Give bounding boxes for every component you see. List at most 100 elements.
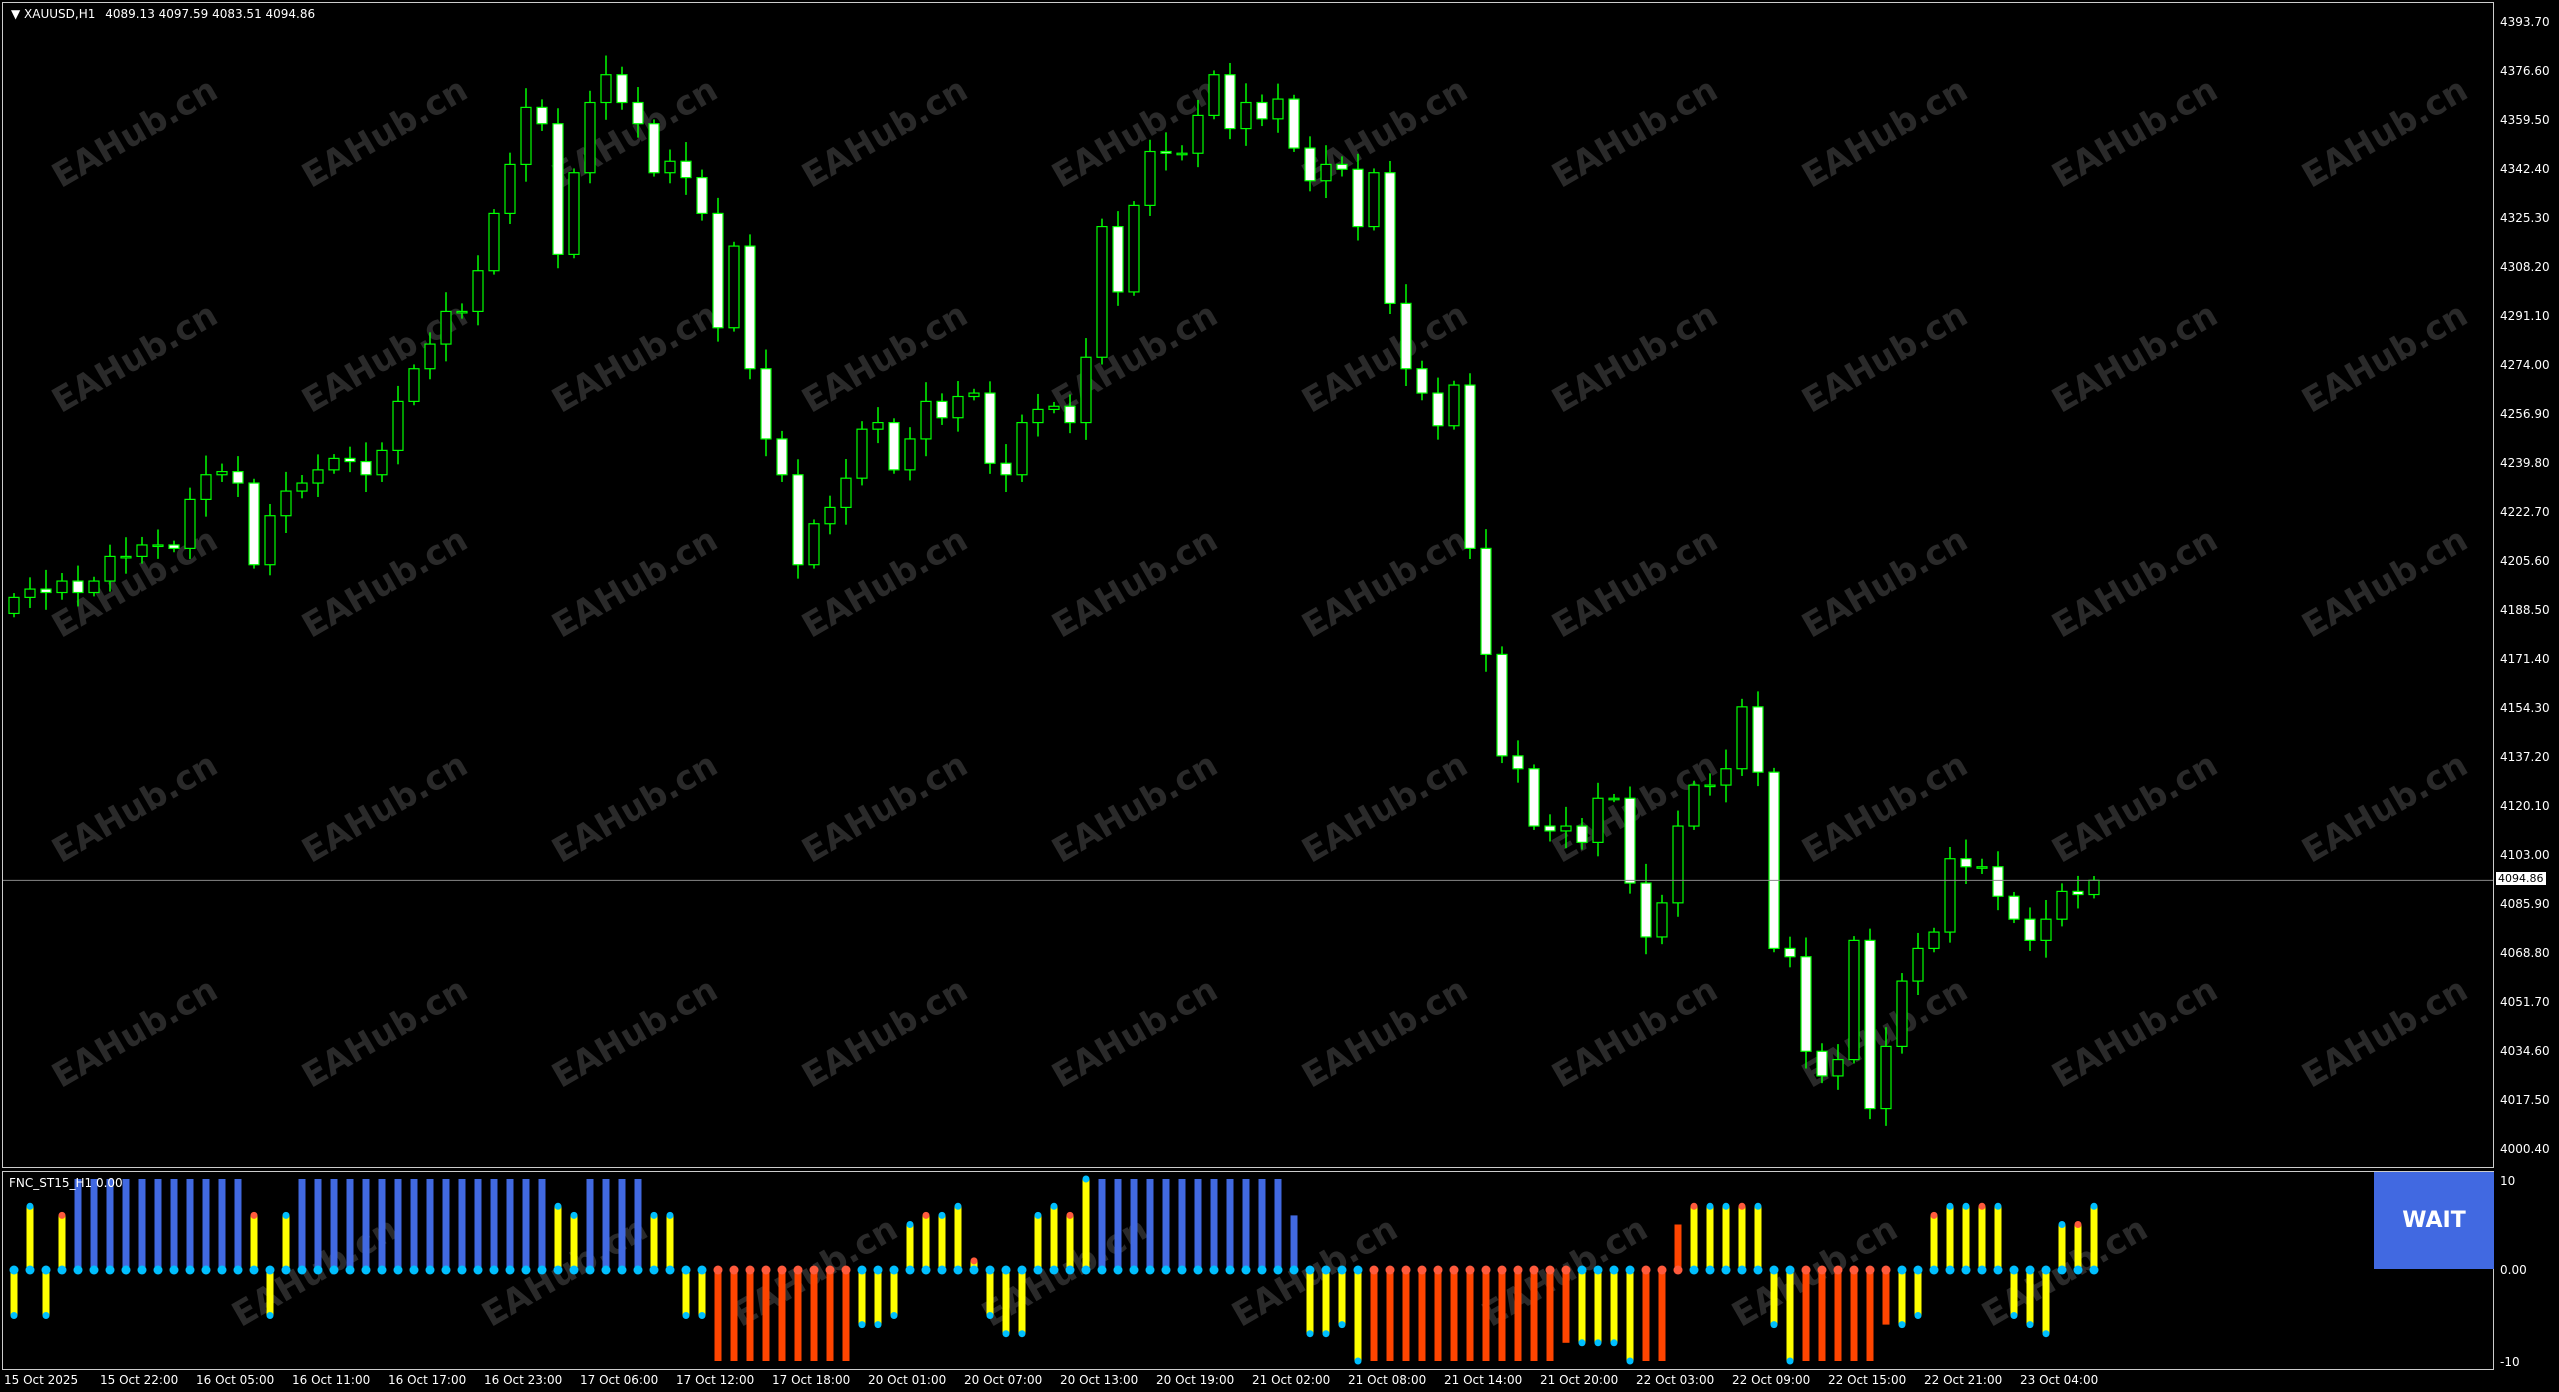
zero-line-dot (1337, 1265, 1347, 1275)
bear-candle (936, 400, 948, 419)
zero-line-dot (1865, 1265, 1875, 1275)
bullish-bar (106, 1179, 114, 1270)
time-tick: 17 Oct 12:00 (676, 1373, 755, 1387)
price-tick: 4239.80 (2500, 456, 2550, 470)
neutral-bar (1946, 1206, 1954, 1270)
bull-candle (1032, 408, 1044, 424)
bearish-bar (1866, 1270, 1874, 1361)
neutral-bar (698, 1270, 706, 1316)
neutral-bar (26, 1206, 34, 1270)
bull-candle (1080, 356, 1092, 424)
bar-end-dot (1898, 1321, 1906, 1329)
bull-candle (328, 457, 340, 471)
neutral-bar (874, 1270, 882, 1325)
zero-line-dot (745, 1265, 755, 1275)
time-tick: 20 Oct 01:00 (868, 1373, 947, 1387)
indicator-panel[interactable]: EAHub.cn EAHub.cn EAHub.cn EAHub.cn EAHub.cn… (2, 1171, 2494, 1370)
bearish-bar (778, 1270, 786, 1361)
zero-line-dot (1657, 1265, 1667, 1275)
bar-end-dot (1722, 1202, 1730, 1210)
zero-line-dot (489, 1265, 499, 1275)
zero-line-dot (1929, 1265, 1939, 1275)
zero-line-dot (825, 1265, 835, 1275)
bullish-bar (602, 1179, 610, 1270)
zero-line-dot (1705, 1265, 1715, 1275)
neutral-bar (650, 1215, 658, 1270)
bar-end-dot (986, 1312, 994, 1319)
neutral-bar (1018, 1270, 1026, 1334)
bar-end-dot (1322, 1330, 1330, 1338)
zero-line-dot (1225, 1265, 1235, 1275)
price-tick: 4188.50 (2500, 603, 2550, 617)
bullish-bar (138, 1179, 146, 1270)
bearish-bar (1642, 1270, 1650, 1361)
zero-line-dot (2025, 1265, 2035, 1275)
bar-end-dot (858, 1321, 866, 1329)
zero-line-dot (1449, 1265, 1459, 1275)
candlestick-plot[interactable] (3, 3, 2494, 1168)
zero-line-dot (681, 1265, 691, 1275)
bar-end-dot (1578, 1339, 1586, 1347)
bar-end-dot (1754, 1202, 1762, 1210)
zero-line-dot (153, 1265, 163, 1275)
neutral-bar (858, 1270, 866, 1325)
bull-candle (1016, 421, 1028, 476)
bearish-bar (1818, 1270, 1826, 1361)
bullish-bar (170, 1179, 178, 1270)
bull-candle (952, 395, 964, 419)
bar-end-dot (1018, 1330, 1026, 1338)
price-chart[interactable]: EAHub.cn EAHub.cn EAHub.cn EAHub.cn EAHub.cn… (2, 2, 2494, 1168)
signal-wait-button[interactable]: WAIT (2374, 1172, 2494, 1269)
collapse-triangle-icon[interactable]: ▼ (11, 7, 25, 21)
bear-candle (712, 212, 724, 329)
bear-candle (1112, 225, 1124, 293)
zero-line-dot (537, 1265, 547, 1275)
price-tick: 4154.30 (2500, 701, 2550, 715)
bull-candle (1448, 384, 1460, 427)
neutral-bar (1354, 1270, 1362, 1361)
zero-line-dot (313, 1265, 323, 1275)
bull-candle (1832, 1058, 1844, 1077)
zero-line-dot (1433, 1265, 1443, 1275)
zero-line-dot (1257, 1265, 1267, 1275)
zero-line-dot (1273, 1265, 1283, 1275)
bar-end-dot (1002, 1330, 1010, 1338)
zero-line-dot (121, 1265, 131, 1275)
bearish-bar (1434, 1270, 1442, 1361)
bar-end-dot (1610, 1339, 1618, 1347)
bear-candle (1864, 939, 1876, 1110)
bar-end-dot (1786, 1357, 1794, 1365)
bull-candle (840, 477, 852, 509)
zero-line-dot (1993, 1265, 2003, 1275)
time-tick: 22 Oct 15:00 (1828, 1373, 1907, 1387)
zero-line-dot (841, 1265, 851, 1275)
bear-candle (1464, 384, 1476, 549)
bear-candle (1352, 168, 1364, 228)
bull-candle (1912, 947, 1924, 982)
bullish-bar (426, 1179, 434, 1270)
zero-line-dot (1305, 1265, 1315, 1275)
bar-end-dot (1930, 1211, 1938, 1219)
neutral-bar (2042, 1270, 2050, 1334)
time-tick: 21 Oct 20:00 (1540, 1373, 1619, 1387)
zero-line-dot (1753, 1265, 1763, 1275)
neutral-bar (1770, 1270, 1778, 1325)
bull-candle (1656, 902, 1668, 938)
price-tick: 4376.60 (2500, 64, 2550, 78)
bullish-bar (1274, 1179, 1282, 1270)
zero-line-dot (2057, 1265, 2067, 1275)
bar-end-dot (682, 1312, 690, 1319)
bearish-bar (810, 1270, 818, 1361)
bull-candle (264, 515, 276, 566)
zero-line-dot (361, 1265, 371, 1275)
bull-candle (1704, 784, 1716, 788)
price-tick: 4291.10 (2500, 309, 2550, 323)
bear-candle (552, 123, 564, 255)
bearish-bar (1498, 1270, 1506, 1361)
bull-candle (1240, 101, 1252, 130)
bear-candle (1384, 172, 1396, 304)
zero-line-dot (713, 1265, 723, 1275)
zero-line-dot (1081, 1265, 1091, 1275)
bullish-bar (634, 1179, 642, 1270)
bar-end-dot (698, 1312, 706, 1319)
